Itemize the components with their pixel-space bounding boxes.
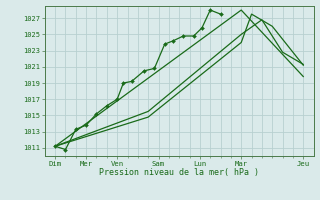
X-axis label: Pression niveau de la mer( hPa ): Pression niveau de la mer( hPa ) [99,168,259,177]
